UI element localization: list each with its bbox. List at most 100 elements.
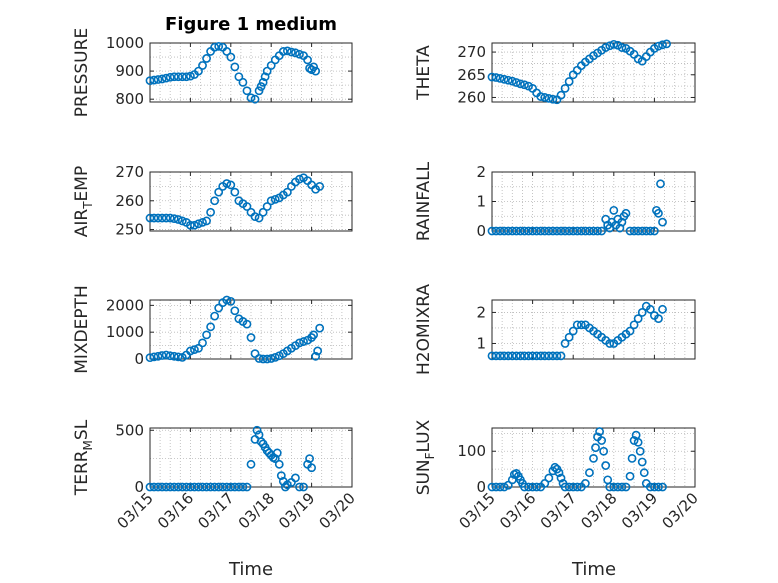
data-point bbox=[299, 337, 308, 346]
data-point bbox=[230, 482, 240, 492]
data-point bbox=[625, 471, 635, 481]
data-point bbox=[495, 482, 505, 492]
data-point bbox=[511, 78, 521, 87]
y-tick-label: 2 bbox=[476, 303, 486, 321]
data-point bbox=[650, 226, 659, 236]
x-tick-label: 03/16 bbox=[154, 489, 197, 532]
x-tick-label: 03/17 bbox=[537, 489, 580, 532]
data-point bbox=[637, 308, 647, 317]
data-point bbox=[654, 482, 663, 492]
data-point bbox=[536, 92, 546, 101]
panel-pressure: 800 900 1000 PRESSURE bbox=[72, 28, 353, 117]
data-point bbox=[190, 345, 199, 355]
data-point bbox=[161, 73, 171, 83]
data-point bbox=[165, 72, 175, 82]
y-axis-label: RAINFALL bbox=[414, 161, 434, 241]
data-point bbox=[250, 212, 260, 222]
data-point bbox=[234, 72, 244, 82]
data-point bbox=[145, 213, 155, 223]
x-tick-label: 03/20 bbox=[659, 489, 702, 532]
data-point bbox=[556, 351, 566, 361]
data-point bbox=[270, 352, 280, 362]
data-point bbox=[157, 74, 167, 84]
data-point bbox=[536, 226, 546, 236]
data-point bbox=[524, 482, 533, 492]
data-point bbox=[580, 479, 590, 488]
data-point bbox=[564, 332, 574, 342]
data-point bbox=[161, 213, 171, 223]
data-point bbox=[173, 215, 183, 224]
data-point bbox=[544, 351, 554, 361]
y-axis-label: H2OMIXRA bbox=[414, 284, 434, 375]
data-point bbox=[536, 351, 546, 361]
y-axis-label: THETA bbox=[414, 45, 434, 101]
data-point bbox=[303, 55, 312, 65]
data-point bbox=[246, 333, 256, 342]
data-point bbox=[206, 482, 215, 492]
data-point bbox=[540, 479, 550, 488]
y-axis-label: MIXDEPTH bbox=[72, 285, 92, 374]
data-point bbox=[520, 351, 529, 361]
data-point bbox=[503, 351, 513, 361]
data-point bbox=[246, 459, 256, 469]
data-point bbox=[633, 226, 643, 236]
x-tick-label: 03/20 bbox=[316, 489, 359, 532]
data-point bbox=[295, 482, 304, 492]
data-point bbox=[658, 217, 667, 227]
data-point bbox=[511, 226, 521, 236]
data-point bbox=[173, 482, 183, 492]
x-axis-label-right: Time bbox=[571, 559, 616, 580]
data-point bbox=[145, 353, 155, 363]
data-point bbox=[654, 208, 663, 218]
data-point bbox=[190, 220, 199, 230]
data-point bbox=[633, 314, 643, 324]
data-point bbox=[256, 437, 266, 447]
data-point bbox=[629, 320, 639, 330]
y-tick-label: 270 bbox=[457, 43, 486, 61]
y-tick-label: 2000 bbox=[106, 296, 144, 314]
data-point bbox=[599, 446, 609, 456]
x-tick-label: 03/19 bbox=[618, 489, 661, 532]
data-point bbox=[153, 351, 163, 361]
data-point bbox=[266, 196, 276, 206]
data-point bbox=[568, 226, 578, 236]
data-point bbox=[550, 462, 560, 472]
data-point bbox=[230, 62, 240, 72]
data-point bbox=[621, 482, 631, 492]
data-point bbox=[629, 226, 639, 236]
data-point bbox=[161, 482, 171, 492]
data-point bbox=[507, 351, 517, 361]
data-point bbox=[625, 326, 635, 336]
data-point bbox=[645, 226, 655, 236]
x-tick-label: 03/19 bbox=[275, 489, 318, 532]
data-point bbox=[226, 52, 236, 62]
data-point bbox=[495, 74, 505, 83]
data-point bbox=[311, 66, 321, 76]
axes-box bbox=[149, 427, 353, 488]
y-tick-label: 2 bbox=[476, 163, 486, 181]
data-point bbox=[597, 436, 607, 445]
y-tick-label: 500 bbox=[115, 421, 144, 439]
data-point bbox=[230, 187, 240, 197]
data-point bbox=[206, 207, 215, 217]
data-point bbox=[210, 482, 220, 492]
data-point bbox=[576, 320, 586, 330]
y-tick-label: 800 bbox=[115, 90, 144, 108]
axes-box bbox=[149, 299, 353, 360]
data-point bbox=[165, 482, 175, 492]
axes-box bbox=[491, 299, 696, 360]
data-point bbox=[491, 226, 501, 236]
y-axis-label: TERRMSL bbox=[72, 419, 95, 496]
data-point bbox=[266, 61, 276, 70]
data-point bbox=[185, 346, 195, 356]
data-point bbox=[185, 71, 195, 81]
data-point bbox=[226, 180, 236, 190]
data-point bbox=[520, 226, 529, 236]
data-point bbox=[595, 427, 604, 436]
y-tick-label: 265 bbox=[457, 66, 486, 84]
data-point bbox=[222, 47, 232, 56]
data-point bbox=[532, 226, 542, 236]
data-point bbox=[149, 352, 159, 362]
x-tick-label: 03/18 bbox=[577, 489, 620, 532]
data-point bbox=[250, 94, 260, 104]
